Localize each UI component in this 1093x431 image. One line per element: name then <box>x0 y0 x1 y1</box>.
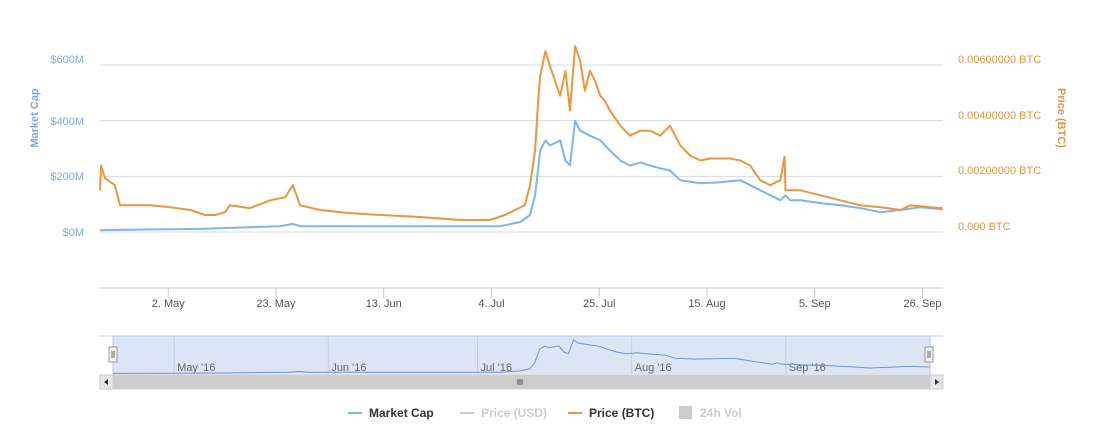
navigator-tick-label: Sep '16 <box>789 362 826 374</box>
y-left-axis-title: Market Cap <box>29 88 41 148</box>
navigator-handle-right[interactable] <box>924 346 934 363</box>
y-right-tick-label: 0.000 BTC <box>958 221 1011 233</box>
y-left-tick-label: $0M <box>63 227 84 239</box>
grid-lines <box>100 64 943 233</box>
x-tick-label: 13. Jun <box>366 298 402 310</box>
navigator-handle-left[interactable] <box>108 346 118 363</box>
legend: Market Cap Price (USD) Price (BTC) 24h V… <box>348 406 742 420</box>
navigator-tick-label: May '16 <box>177 362 215 374</box>
scrollbar-left-arrow-button[interactable] <box>99 374 114 390</box>
x-tick-label: 4. Jul <box>478 298 504 310</box>
legend-box-symbol <box>679 406 692 419</box>
legend-label: Market Cap <box>369 406 434 420</box>
series-group <box>99 45 943 232</box>
scrollbar-grip-icon <box>517 379 523 385</box>
scrollbar-right-arrow-button[interactable] <box>929 374 944 390</box>
series-line-market-cap <box>99 119 943 232</box>
y-right-axis-title: Price (BTC) <box>1055 88 1067 148</box>
navigator[interactable]: May '16 Jun '16 Jul '16 Aug '16 Sep '16 <box>99 335 944 390</box>
navigator-tick-label: Aug '16 <box>635 362 672 374</box>
x-tick-label: 26. Sep <box>904 298 942 310</box>
x-tick-label: 5. Sep <box>799 298 831 310</box>
y-right-tick-label: 0.00600000 BTC <box>958 54 1041 66</box>
y-left-tick-label: $400M <box>50 116 84 128</box>
navigator-series-line <box>112 339 930 374</box>
caret-left-icon <box>104 379 108 385</box>
x-tick-label: 23. May <box>256 298 296 310</box>
caret-right-icon <box>935 379 939 385</box>
series-line-price-btc <box>99 45 943 221</box>
y-left-tick-label: $600M <box>50 54 84 66</box>
navigator-tick-label: Jul '16 <box>480 362 511 374</box>
y-right-tick-label: 0.00200000 BTC <box>958 165 1041 177</box>
legend-item-price-usd[interactable]: Price (USD) <box>460 406 547 420</box>
legend-label: Price (BTC) <box>589 406 654 420</box>
x-tick-label: 15. Aug <box>688 298 725 310</box>
x-tick-label: 2. May <box>152 298 186 310</box>
legend-item-price-btc[interactable]: Price (BTC) <box>568 406 654 420</box>
legend-label: 24h Vol <box>700 406 742 420</box>
y-left-tick-label: $200M <box>50 171 84 183</box>
y-right-tick-label: 0.00400000 BTC <box>958 110 1041 122</box>
legend-item-market-cap[interactable]: Market Cap <box>348 406 434 420</box>
legend-item-24h-vol[interactable]: 24h Vol <box>679 406 742 420</box>
x-tick-label: 25. Jul <box>583 298 615 310</box>
navigator-tick-label: Jun '16 <box>331 362 366 374</box>
legend-label: Price (USD) <box>481 406 547 420</box>
x-axis-ticks: 2. May 23. May 13. Jun 4. Jul 25. Jul 15. Aug… <box>152 288 942 310</box>
